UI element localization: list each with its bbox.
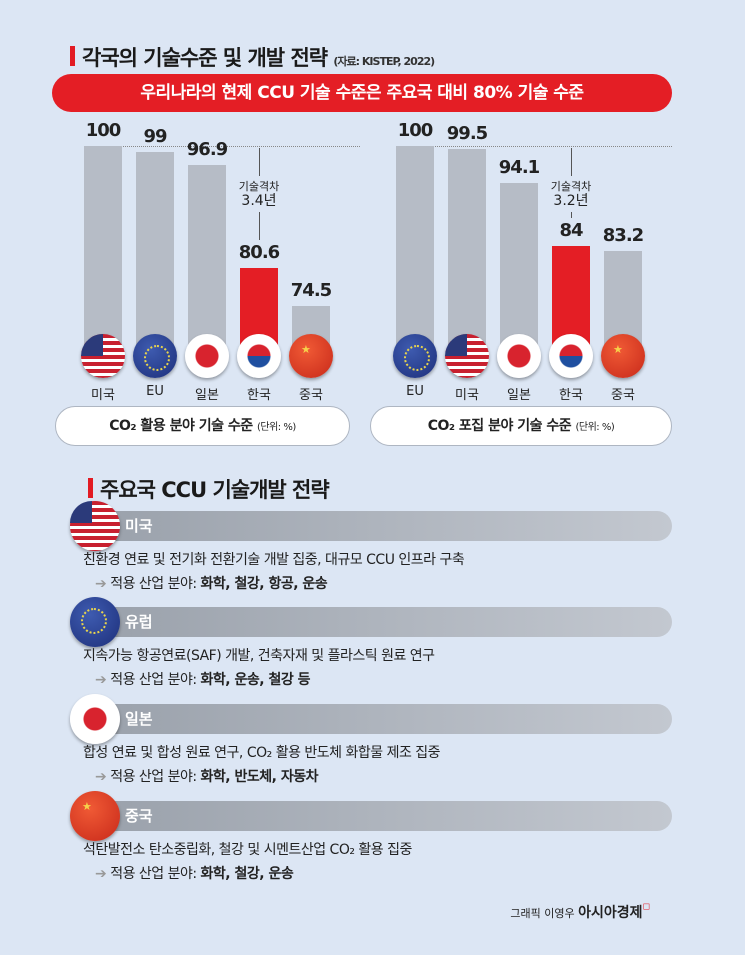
applied-industries: ➔ 적용 산업 분야: 화학, 철강, 운송 [95,863,294,883]
category-label: 한국 [559,388,583,403]
arrow-right-icon: ➔ [95,866,111,882]
headline-banner: 우리나라의 현제 CCU 기술 수준은 주요국 대비 80% 기술 수준 [52,74,672,112]
industries-prefix: 적용 산업 분야: [110,672,197,688]
section-header-jp: 일본 [95,704,672,734]
bar-일본 [188,165,226,345]
source-note: (자료: KISTEP, 2022) [333,55,435,68]
bar-한국 [552,246,590,345]
flag-us-icon [81,334,125,378]
data-label: 84 [559,220,583,242]
bar-미국 [84,146,122,345]
flag-us-icon [445,334,489,378]
industries-prefix: 적용 산업 분야: [110,769,197,785]
flag-cn-icon [70,791,120,841]
data-label: 96.9 [186,139,228,161]
category-label: EU [146,384,164,399]
gap-label: 기술격차 [238,180,280,193]
credit-author: 그래픽 이영우 [510,907,575,920]
industries-list: 화학, 철강, 운송 [200,866,294,882]
flag-kr-icon [237,334,281,378]
industries-list: 화학, 철강, 항공, 운송 [200,576,328,592]
flag-eu-icon [393,334,437,378]
data-label: 100 [397,120,434,141]
strategy-description: 지속가능 항공연료(SAF) 개발, 건축자재 및 플라스틱 원료 연구 [83,648,435,664]
gap-annotation: 기술격차 3.2년 [541,180,601,208]
flag-cn-icon [601,334,645,378]
data-label: 94.1 [498,156,540,178]
gap-annotation: 기술격차 3.4년 [229,180,289,208]
flag-jp-icon [70,694,120,744]
bar-EU [136,152,174,345]
arrow-down-icon [571,212,572,219]
category-label: EU [406,384,424,399]
category-label: 미국 [91,388,115,403]
strategy-description: 석탄발전소 탄소중립화, 철강 및 시멘트산업 CO₂ 활용 집중 [83,842,412,858]
bar-EU [396,146,434,345]
reference-line-100 [84,146,360,147]
chart-unit: (단위: %) [256,422,296,433]
flag-jp-icon [497,334,541,378]
data-label: 74.5 [290,279,332,301]
category-label: 한국 [247,388,271,403]
applied-industries: ➔ 적용 산업 분야: 화학, 운송, 철강 등 [95,669,310,689]
gap-value: 3.4년 [241,193,277,209]
flag-jp-icon [185,334,229,378]
arrow-up-icon [259,148,260,176]
chart-title-text: CO₂ 활용 분야 기술 수준 [109,418,253,434]
title-marker [70,46,75,66]
chart-unit: (단위: %) [575,422,615,433]
chart-1-title: CO₂ 활용 분야 기술 수준 (단위: %) [55,406,350,446]
section-marker [88,478,93,498]
industries-list: 화학, 반도체, 자동차 [200,769,319,785]
arrow-down-icon [259,212,260,240]
applied-industries: ➔ 적용 산업 분야: 화학, 철강, 항공, 운송 [95,573,328,593]
category-label: 중국 [611,388,635,403]
arrow-right-icon: ➔ [95,576,111,592]
bar-미국 [448,149,486,345]
arrow-right-icon: ➔ [95,672,111,688]
data-label: 83.2 [602,225,644,247]
category-label: 중국 [299,388,323,403]
arrow-right-icon: ➔ [95,769,111,785]
data-label: 99 [143,126,167,148]
chart-title-text: CO₂ 포집 분야 기술 수준 [427,418,572,434]
gap-value: 3.2년 [553,193,589,209]
bar-한국 [240,267,278,345]
strategy-description: 친환경 연료 및 전기화 전환기술 개발 집중, 대규모 CCU 인프라 구축 [83,552,465,568]
bar-중국 [604,251,642,345]
flag-us-icon [70,501,120,551]
industries-prefix: 적용 산업 분야: [110,576,197,592]
flag-eu-icon [133,334,177,378]
data-label: 100 [85,120,122,141]
data-label: 80.6 [238,241,280,263]
applied-industries: ➔ 적용 산업 분야: 화학, 반도체, 자동차 [95,766,318,786]
strategy-description: 합성 연료 및 합성 원료 연구, CO₂ 활용 반도체 화합물 제조 집중 [83,745,441,761]
title-text: 각국의 기술수준 및 개발 전략 [82,46,328,70]
flag-cn-icon [289,334,333,378]
industries-list: 화학, 운송, 철강 등 [200,672,311,688]
section-header-us: 미국 [95,511,672,541]
category-label: 미국 [455,388,479,403]
category-label: 일본 [507,388,531,403]
category-label: 일본 [195,388,219,403]
brand-mark-icon: ◻ [642,902,650,912]
page-title: 각국의 기술수준 및 개발 전략 (자료: KISTEP, 2022) [82,42,435,72]
section-header-eu: 유럽 [95,607,672,637]
data-label: 99.5 [446,123,488,145]
industries-prefix: 적용 산업 분야: [110,866,197,882]
gap-label: 기술격차 [550,180,592,193]
strategy-title: 주요국 CCU 기술개발 전략 [100,478,330,502]
credit: 그래픽 이영우 아시아경제◻ [510,902,650,922]
flag-eu-icon [70,597,120,647]
bar-일본 [500,182,538,345]
flag-kr-icon [549,334,593,378]
reference-line-100 [396,146,672,147]
chart-2-title: CO₂ 포집 분야 기술 수준 (단위: %) [370,406,672,446]
arrow-up-icon [571,148,572,176]
section-header-cn: 중국 [95,801,672,831]
brand-logo: 아시아경제 [578,905,643,921]
